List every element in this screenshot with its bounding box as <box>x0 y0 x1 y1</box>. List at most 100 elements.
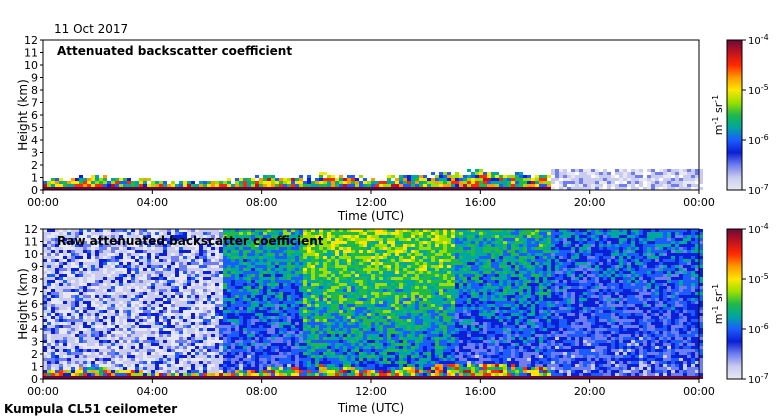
heatmap-cell <box>307 175 311 178</box>
heatmap-cell <box>195 187 199 190</box>
heatmap-cell <box>183 367 187 370</box>
heatmap-cell <box>147 235 151 238</box>
heatmap-cell <box>267 322 271 325</box>
heatmap-cell <box>59 337 63 340</box>
heatmap-cell <box>343 298 347 301</box>
heatmap-cell <box>311 364 315 367</box>
heatmap-cell <box>263 187 267 190</box>
heatmap-cell <box>51 178 55 181</box>
heatmap-cell <box>299 286 303 289</box>
heatmap-cell <box>207 331 211 334</box>
heatmap-cell <box>59 187 63 190</box>
heatmap-cell <box>259 331 263 334</box>
heatmap-cell <box>211 301 215 304</box>
heatmap-cell <box>103 283 107 286</box>
heatmap-cell <box>239 328 243 331</box>
heatmap-cell <box>371 304 375 307</box>
heatmap-cell <box>351 319 355 322</box>
heatmap-cell <box>211 262 215 265</box>
heatmap-cell <box>447 187 451 190</box>
heatmap-cell <box>343 181 347 184</box>
heatmap-cell <box>231 247 235 250</box>
heatmap-cell <box>223 259 227 262</box>
heatmap-cell <box>179 358 183 361</box>
heatmap-cell <box>111 232 115 235</box>
heatmap-cell <box>359 364 363 367</box>
heatmap-cell <box>311 349 315 352</box>
heatmap-cell <box>91 241 95 244</box>
heatmap-cell <box>43 283 47 286</box>
heatmap-cell <box>363 262 367 265</box>
heatmap-cell <box>355 355 359 358</box>
heatmap-cell <box>107 358 111 361</box>
heatmap-cell <box>275 295 279 298</box>
heatmap-cell <box>111 178 115 181</box>
heatmap-cell <box>227 337 231 340</box>
heatmap-cell <box>371 256 375 259</box>
heatmap-cell <box>251 349 255 352</box>
heatmap-cell <box>147 178 151 181</box>
heatmap-cell <box>415 178 419 181</box>
heatmap-cell <box>539 175 543 178</box>
heatmap-cell <box>159 346 163 349</box>
heatmap-cell <box>195 274 199 277</box>
heatmap-cell <box>347 364 351 367</box>
heatmap-cell <box>147 280 151 283</box>
heatmap-cell <box>271 328 275 331</box>
heatmap-cell <box>139 346 143 349</box>
heatmap-cell <box>87 358 91 361</box>
heatmap-cell <box>375 367 379 370</box>
heatmap-cell <box>283 232 287 235</box>
heatmap-cell <box>279 361 283 364</box>
heatmap-cell <box>171 322 175 325</box>
heatmap-cell <box>171 361 175 364</box>
heatmap-cell <box>75 316 79 319</box>
heatmap-cell <box>95 301 99 304</box>
heatmap-cell <box>55 232 59 235</box>
heatmap-cell <box>263 355 267 358</box>
heatmap-cell <box>255 298 259 301</box>
heatmap-cell <box>199 358 203 361</box>
heatmap-cell <box>535 178 539 181</box>
heatmap-cell <box>639 175 643 178</box>
heatmap-cell <box>231 313 235 316</box>
heatmap-cell <box>231 268 235 271</box>
heatmap-cell <box>199 349 203 352</box>
heatmap-cell <box>215 370 219 373</box>
heatmap-cell <box>131 187 135 190</box>
heatmap-cell <box>143 262 147 265</box>
heatmap-cell <box>155 244 159 247</box>
heatmap-cell <box>283 373 287 376</box>
heatmap-cell <box>371 364 375 367</box>
heatmap-cell <box>195 337 199 340</box>
heatmap-cell <box>367 373 371 376</box>
heatmap-cell <box>131 346 135 349</box>
heatmap-cell <box>371 295 375 298</box>
heatmap-cell <box>371 283 375 286</box>
heatmap-cell <box>175 310 179 313</box>
heatmap-cell <box>179 247 183 250</box>
heatmap-cell <box>315 259 319 262</box>
heatmap-cell <box>159 250 163 253</box>
heatmap-cell <box>599 184 603 187</box>
heatmap-cell <box>315 346 319 349</box>
heatmap-cell <box>247 313 251 316</box>
heatmap-cell <box>55 334 59 337</box>
heatmap-cell <box>371 331 375 334</box>
heatmap-cell <box>183 340 187 343</box>
heatmap-cell <box>103 310 107 313</box>
heatmap-cell <box>279 259 283 262</box>
heatmap-cell <box>259 184 263 187</box>
heatmap-cell <box>139 235 143 238</box>
plot-area <box>43 40 699 190</box>
heatmap-cell <box>223 241 227 244</box>
heatmap-cell <box>279 310 283 313</box>
heatmap-cell <box>279 295 283 298</box>
heatmap-cell <box>167 364 171 367</box>
heatmap-cell <box>335 340 339 343</box>
heatmap-cell <box>43 340 47 343</box>
heatmap-cell <box>219 340 223 343</box>
heatmap-cell <box>131 268 135 271</box>
heatmap-cell <box>355 292 359 295</box>
heatmap-cell <box>323 358 327 361</box>
